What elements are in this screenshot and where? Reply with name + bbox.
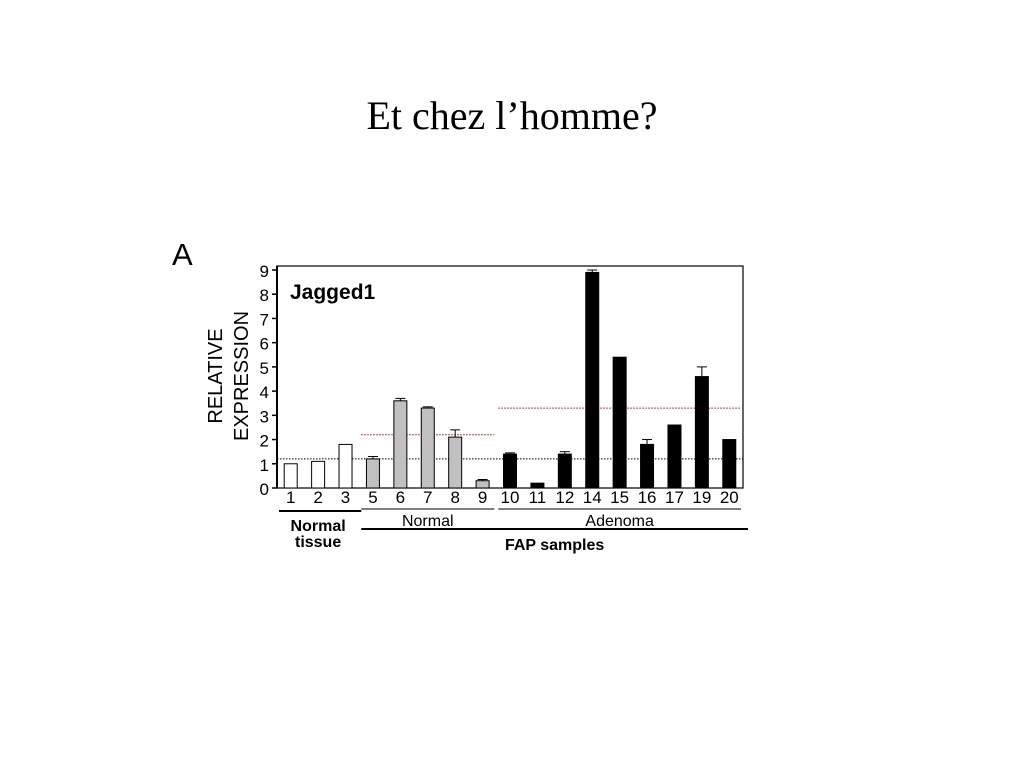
x-tick-label: 17 <box>665 488 684 507</box>
x-tick-label: 11 <box>529 488 547 507</box>
group-label-normal: Normal <box>402 513 454 530</box>
x-tick-label: 6 <box>396 488 405 507</box>
x-tick-label: 8 <box>450 488 459 507</box>
bar-sample-10 <box>503 453 517 489</box>
bar-sample-5 <box>365 458 380 489</box>
y-axis-label-line2: EXPRESSION <box>231 311 253 441</box>
y-tick-label: 4 <box>260 383 269 402</box>
y-tick-label: 3 <box>260 407 269 426</box>
bar-sample-15 <box>612 356 627 489</box>
group-label-normal-tissue-line1: Normal <box>291 518 346 535</box>
y-tick-label: 8 <box>260 286 269 305</box>
bar-sample-16 <box>640 443 655 489</box>
y-ticks: 0 1 2 3 4 5 6 7 8 9 <box>260 262 277 499</box>
y-axis-label: RELATIVE EXPRESSION <box>205 311 253 441</box>
x-tick-label: 1 <box>286 488 295 507</box>
x-tick-label: 7 <box>423 488 432 507</box>
bar-sample-2 <box>311 460 326 489</box>
x-tick-label: 9 <box>478 488 487 507</box>
y-tick-label: 9 <box>260 262 269 281</box>
group-label-adenoma: Adenoma <box>585 513 654 530</box>
y-tick-label: 0 <box>260 480 269 499</box>
x-tick-label: 14 <box>583 488 602 507</box>
bar-sample-14 <box>585 271 600 489</box>
group-label-normal-tissue-line2: tissue <box>295 534 341 551</box>
x-tick-label: 16 <box>638 488 657 507</box>
bar-sample-1 <box>283 463 298 489</box>
x-tick-label: 15 <box>610 488 629 507</box>
bars <box>283 269 737 489</box>
x-tick-label: 20 <box>720 488 739 507</box>
bar-sample-8 <box>448 436 463 489</box>
bar-sample-9 <box>475 480 490 489</box>
super-group-label: FAP samples <box>505 537 604 554</box>
x-tick-label: 10 <box>501 488 520 507</box>
x-tick-label: 12 <box>555 488 574 507</box>
bar-sample-7 <box>420 407 435 489</box>
panel-letter: A <box>172 237 193 272</box>
x-tick-label: 19 <box>692 488 711 507</box>
slide-title: Et chez l’homme? <box>366 93 658 138</box>
y-tick-label: 7 <box>260 310 269 329</box>
y-tick-label: 6 <box>260 335 269 354</box>
y-axis-label-line1: RELATIVE <box>205 328 227 423</box>
bar-sample-17 <box>667 424 682 489</box>
x-tick-label: 5 <box>368 488 377 507</box>
y-tick-label: 5 <box>260 359 269 378</box>
x-tick-label: 2 <box>313 488 322 507</box>
bar-sample-12 <box>557 453 572 489</box>
bar-sample-20 <box>722 439 737 489</box>
y-tick-label: 2 <box>260 432 269 451</box>
chart-title: Jagged1 <box>290 281 376 304</box>
bar-sample-6 <box>393 400 408 489</box>
y-tick-label: 1 <box>260 456 269 475</box>
x-tick-label: 3 <box>341 488 350 507</box>
x-tick-labels: 1 2 3 5 6 7 8 9 10 11 12 14 15 16 17 19 20 <box>286 488 739 507</box>
bar-sample-19 <box>694 376 709 489</box>
bar-sample-11 <box>530 482 545 489</box>
bar-sample-3 <box>338 443 353 489</box>
